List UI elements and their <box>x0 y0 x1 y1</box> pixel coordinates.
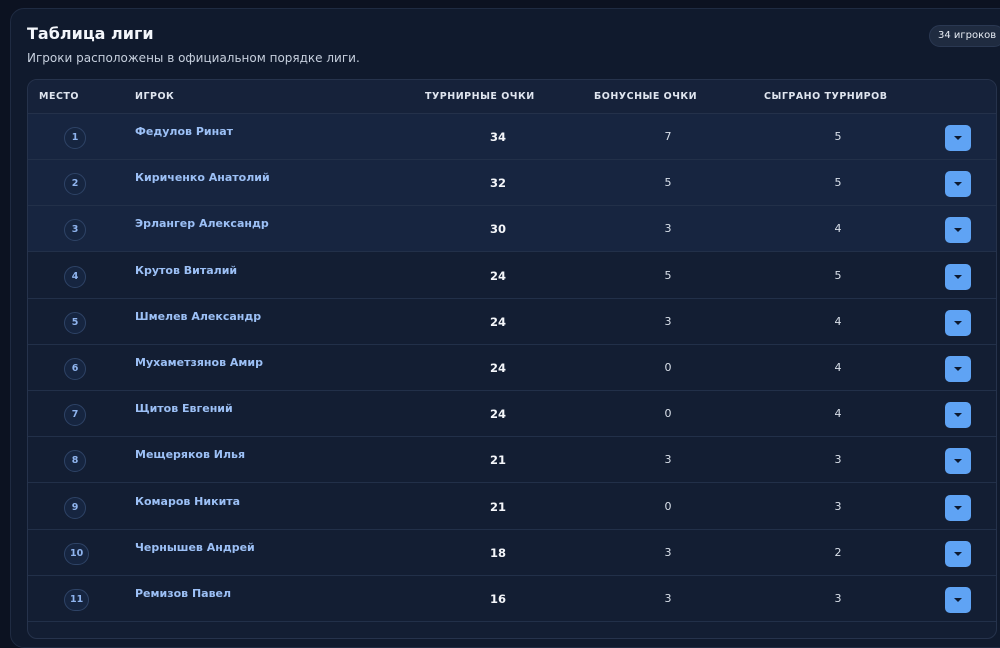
played-tournaments-value: 5 <box>834 176 842 190</box>
expand-row-button[interactable] <box>945 540 971 567</box>
played-tournaments-value: 5 <box>834 268 842 282</box>
tournament-points-value: 21 <box>489 499 506 514</box>
player-name-link[interactable]: Мещеряков Илья <box>135 448 246 462</box>
chevron-down-icon <box>953 458 963 464</box>
expand-row-button[interactable] <box>945 125 971 151</box>
rank-badge: 10 <box>64 542 90 565</box>
bonus-points-value: 7 <box>664 130 672 143</box>
expand-row-button[interactable] <box>945 587 971 613</box>
expand-row-button[interactable] <box>945 217 971 244</box>
expand-row-button[interactable] <box>945 309 971 336</box>
table-row: 7 Щитов Евгений 24 0 4 <box>28 391 996 438</box>
chevron-down-icon <box>953 366 963 372</box>
played-tournaments-value: 4 <box>834 314 842 328</box>
bonus-points-value: 0 <box>664 499 672 513</box>
table-row: 2 Кириченко Анатолий 32 5 5 <box>28 160 996 207</box>
chevron-down-icon <box>953 135 963 141</box>
bonus-points-value: 3 <box>664 222 672 236</box>
player-name-link[interactable]: Чернышев Андрей <box>135 540 255 554</box>
tournament-points-value: 34 <box>489 130 506 144</box>
league-table-panel: Таблица лиги Игроки расположены в официа… <box>10 8 1000 648</box>
rank-badge: 8 <box>64 450 86 473</box>
player-name-link[interactable]: Кириченко Анатолий <box>135 171 270 185</box>
rank-badge: 4 <box>64 265 86 288</box>
column-header-tournament-points: ТУРНИРНЫЕ ОЧКИ <box>425 91 535 102</box>
tournament-points-value: 24 <box>489 407 506 422</box>
table-row: 11 Ремизов Павел 16 3 3 <box>28 576 996 622</box>
rank-badge: 7 <box>64 404 86 427</box>
tournament-points-value: 16 <box>489 592 506 606</box>
played-tournaments-value: 2 <box>834 545 842 559</box>
table-row: 4 Крутов Виталий 24 5 5 <box>28 253 996 299</box>
column-header-played: СЫГРАНО ТУРНИРОВ <box>764 91 888 102</box>
table-row: 10 Чернышев Андрей 18 3 2 <box>28 530 996 576</box>
standings-table: МЕСТО ИГРОК ТУРНИРНЫЕ ОЧКИ БОНУСНЫЕ ОЧКИ… <box>27 79 997 639</box>
rank-badge: 5 <box>64 311 86 334</box>
page-subtitle: Игроки расположены в официальном порядке… <box>27 51 360 65</box>
bonus-points-value: 3 <box>664 453 672 467</box>
played-tournaments-value: 4 <box>834 361 842 374</box>
played-tournaments-value: 5 <box>834 130 842 143</box>
bonus-points-value: 3 <box>664 592 672 605</box>
expand-row-button[interactable] <box>945 448 971 475</box>
table-row: 3 Эрлангер Александр 30 3 4 <box>28 206 996 253</box>
tournament-points-value: 24 <box>489 314 506 329</box>
chevron-down-icon <box>953 320 963 326</box>
player-name-link[interactable]: Крутов Виталий <box>135 263 238 277</box>
played-tournaments-value: 4 <box>834 222 842 236</box>
player-name-link[interactable]: Щитов Евгений <box>135 402 233 416</box>
expand-row-button[interactable] <box>945 171 971 198</box>
tournament-points-value: 24 <box>489 361 506 375</box>
players-count-badge: 34 игроков <box>929 25 1000 47</box>
tournament-points-value: 18 <box>489 545 506 560</box>
rank-badge: 1 <box>64 127 86 149</box>
chevron-down-icon <box>953 505 963 511</box>
expand-row-button[interactable] <box>945 356 971 382</box>
tournament-points-value: 24 <box>489 268 506 283</box>
bonus-points-value: 5 <box>664 176 672 190</box>
player-name-link[interactable]: Мухаметзянов Амир <box>135 356 263 369</box>
bonus-points-value: 0 <box>664 407 672 421</box>
column-header-bonus-points: БОНУСНЫЕ ОЧКИ <box>594 91 698 102</box>
chevron-down-icon <box>953 412 963 418</box>
player-name-link[interactable]: Ремизов Павел <box>135 587 232 600</box>
table-row: 6 Мухаметзянов Амир 24 0 4 <box>28 345 996 391</box>
tournament-points-value: 30 <box>489 222 506 237</box>
table-row: 5 Шмелев Александр 24 3 4 <box>28 299 996 345</box>
player-name-link[interactable]: Шмелев Александр <box>135 309 262 323</box>
played-tournaments-value: 3 <box>834 592 842 605</box>
bonus-points-value: 3 <box>664 545 672 559</box>
table-header: МЕСТО ИГРОК ТУРНИРНЫЕ ОЧКИ БОНУСНЫЕ ОЧКИ… <box>28 80 996 114</box>
rank-badge: 11 <box>64 589 90 611</box>
bonus-points-value: 0 <box>664 361 672 374</box>
expand-row-button[interactable] <box>945 402 971 429</box>
player-name-link[interactable]: Эрлангер Александр <box>135 217 269 231</box>
expand-row-button[interactable] <box>945 263 971 290</box>
tournament-points-value: 21 <box>489 453 506 468</box>
bonus-points-value: 5 <box>664 268 672 282</box>
rank-badge: 3 <box>64 219 86 242</box>
chevron-down-icon <box>953 227 963 233</box>
table-row: 1 Федулов Ринат 34 7 5 <box>28 114 996 160</box>
player-name-link[interactable]: Федулов Ринат <box>135 125 233 138</box>
column-header-player: ИГРОК <box>135 91 175 102</box>
rank-badge: 6 <box>64 358 86 380</box>
played-tournaments-value: 3 <box>834 499 842 513</box>
chevron-down-icon <box>953 597 963 603</box>
chevron-down-icon <box>953 551 963 557</box>
rank-badge: 9 <box>64 496 86 519</box>
table-row: 9 Комаров Никита 21 0 3 <box>28 484 996 530</box>
chevron-down-icon <box>953 274 963 280</box>
page-title: Таблица лиги <box>27 24 154 43</box>
chevron-down-icon <box>953 181 963 187</box>
rank-badge: 2 <box>64 173 86 196</box>
played-tournaments-value: 3 <box>834 453 842 467</box>
player-name-link[interactable]: Комаров Никита <box>135 494 241 508</box>
table-row: 8 Мещеряков Илья 21 3 3 <box>28 437 996 484</box>
column-header-rank: МЕСТО <box>39 91 79 102</box>
tournament-points-value: 32 <box>489 176 506 191</box>
expand-row-button[interactable] <box>945 494 971 521</box>
played-tournaments-value: 4 <box>834 407 842 421</box>
bonus-points-value: 3 <box>664 314 672 328</box>
